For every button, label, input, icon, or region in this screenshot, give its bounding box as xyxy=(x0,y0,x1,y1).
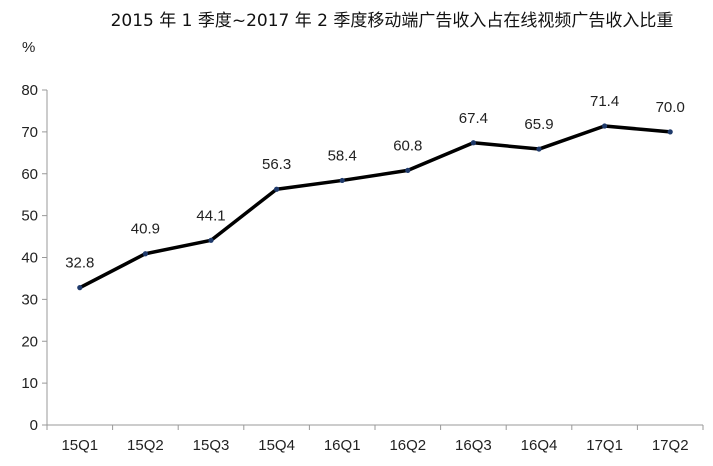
x-tick-label: 16Q3 xyxy=(455,437,492,454)
y-tick-label: 50 xyxy=(21,208,38,225)
data-label: 70.0 xyxy=(656,99,685,116)
x-tick-labels: 15Q1 15Q2 15Q3 15Q4 16Q1 16Q2 16Q3 16Q4 17Q1 17Q2 xyxy=(61,437,688,454)
data-label: 44.1 xyxy=(196,207,225,224)
data-label: 58.4 xyxy=(328,147,357,164)
data-label: 40.9 xyxy=(131,221,160,238)
y-tick-label: 0 xyxy=(30,417,38,434)
x-tick-label: 17Q1 xyxy=(586,437,623,454)
y-tick-label: 80 xyxy=(21,82,38,99)
x-tick-label: 17Q2 xyxy=(652,437,689,454)
data-point xyxy=(536,146,542,152)
y-tick-labels: 0 10 20 30 40 50 60 70 80 xyxy=(21,82,38,434)
series-group xyxy=(77,123,673,291)
chart-title: 2015 年 1 季度~2017 年 2 季度移动端广告收入占在线视频广告收入比… xyxy=(111,11,674,31)
x-tick-label: 15Q2 xyxy=(127,437,164,454)
data-label: 67.4 xyxy=(459,110,488,127)
x-tick-label: 16Q2 xyxy=(389,437,426,454)
y-axis-unit-label: % xyxy=(22,39,35,56)
x-tick-label: 15Q3 xyxy=(193,437,230,454)
data-point xyxy=(274,186,280,192)
x-tick-label: 15Q1 xyxy=(61,437,98,454)
data-label: 32.8 xyxy=(65,255,94,272)
data-point xyxy=(405,167,411,173)
y-tick-label: 40 xyxy=(21,250,38,267)
x-tick-label: 15Q4 xyxy=(258,437,295,454)
data-point xyxy=(667,129,673,135)
axes xyxy=(42,89,704,430)
data-point xyxy=(339,177,345,184)
x-tick-label: 16Q1 xyxy=(324,437,361,454)
y-tick-label: 30 xyxy=(21,291,38,308)
data-point xyxy=(142,251,148,257)
y-tick-label: 60 xyxy=(21,166,38,183)
data-label: 56.3 xyxy=(262,156,291,173)
y-tick-label: 20 xyxy=(21,333,38,350)
series-line xyxy=(78,124,671,290)
data-label: 60.8 xyxy=(393,137,422,154)
data-point xyxy=(208,237,214,243)
y-tick-label: 70 xyxy=(21,124,38,141)
data-label: 71.4 xyxy=(590,93,619,110)
y-tick-label: 10 xyxy=(21,375,38,392)
data-label: 65.9 xyxy=(524,116,553,133)
data-point xyxy=(470,140,476,146)
data-labels: 32.8 40.9 44.1 56.3 58.4 60.8 67.4 65.9 71.4 70.0 xyxy=(65,93,685,272)
x-tick-label: 16Q4 xyxy=(521,437,558,454)
data-point xyxy=(77,285,83,291)
data-point xyxy=(602,123,608,129)
